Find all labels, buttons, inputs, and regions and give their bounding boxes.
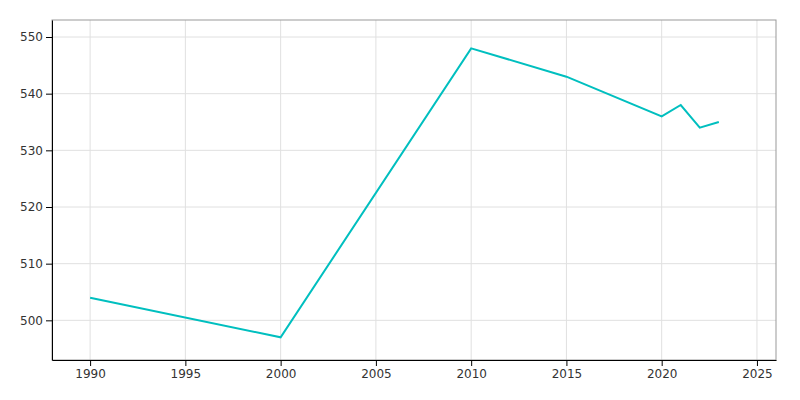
tick-label: 550 [20,30,43,44]
tick: 2005 [361,360,392,381]
tick: 2020 [647,360,678,381]
tick-label: 1990 [75,367,106,381]
tick-mark [757,360,758,366]
tick-mark [46,264,52,265]
tick-label: 2025 [742,367,773,381]
tick-label: 2015 [552,367,583,381]
marks [90,48,719,337]
tick-mark [46,37,52,38]
tick: 1995 [171,360,202,381]
y-axis: 500 510 520 530 540 550 [20,21,52,361]
tick-label: 2010 [456,367,487,381]
tick: 540 [20,87,52,101]
grid-line [52,93,776,94]
tick-mark [185,360,186,366]
tick-mark [662,360,663,366]
grid-line [185,20,186,360]
plot-area: 1990 1995 2000 2005 2010 2015 2020 2025 500 510 52… [20,20,776,381]
grid-line [90,20,91,360]
tick-label: 510 [20,257,43,271]
grid-line [375,20,376,360]
tick-label: 1995 [171,367,202,381]
tick-label: 530 [20,144,43,158]
grid-line [52,263,776,264]
grid-line [661,20,662,360]
grid-line [280,20,281,360]
tick-mark [566,360,567,366]
grid-line [756,20,757,360]
grid-line [52,207,776,208]
tick-mark [471,360,472,366]
tick-label: 500 [20,314,43,328]
tick-mark [46,150,52,151]
tick-label: 2000 [266,367,297,381]
grid-line [566,20,567,360]
tick: 500 [20,314,52,328]
tick: 1990 [75,360,106,381]
grid-line [471,20,472,360]
tick-label: 2020 [647,367,678,381]
tick: 2000 [266,360,297,381]
axis-line [53,360,777,361]
tick-mark [46,207,52,208]
tick: 550 [20,30,52,44]
tick: 2025 [742,360,773,381]
axis-line [52,21,53,361]
tick-mark [281,360,282,366]
x-axis: 1990 1995 2000 2005 2010 2015 2020 2025 [53,360,777,381]
plot-frame [52,20,776,360]
grid-line [52,320,776,321]
tick: 520 [20,200,52,214]
tick-mark [46,320,52,321]
grid-line [52,150,776,151]
grid-line [52,37,776,38]
tick: 2010 [456,360,487,381]
tick-label: 520 [20,200,43,214]
tick-mark [376,360,377,366]
data-line [90,48,719,337]
tick: 510 [20,257,52,271]
tick-mark [90,360,91,366]
tick: 2015 [552,360,583,381]
grid [52,20,776,360]
tick: 530 [20,144,52,158]
tick-mark [46,94,52,95]
tick-label: 2005 [361,367,392,381]
tick-label: 540 [20,87,43,101]
chart: 1990 1995 2000 2005 2010 2015 2020 2025 500 510 52… [0,0,800,400]
